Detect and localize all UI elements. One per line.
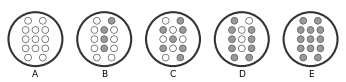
- Circle shape: [170, 27, 176, 33]
- Circle shape: [297, 36, 304, 43]
- Text: E: E: [308, 70, 313, 79]
- Circle shape: [93, 54, 100, 61]
- Circle shape: [42, 45, 49, 52]
- Circle shape: [25, 54, 31, 61]
- Text: A: A: [33, 70, 38, 79]
- Circle shape: [101, 45, 108, 52]
- Circle shape: [39, 54, 46, 61]
- Circle shape: [297, 45, 304, 52]
- Text: B: B: [101, 70, 107, 79]
- Circle shape: [170, 36, 176, 43]
- Circle shape: [101, 27, 108, 33]
- Circle shape: [231, 54, 238, 61]
- Circle shape: [91, 36, 98, 43]
- Circle shape: [180, 36, 186, 43]
- Circle shape: [108, 17, 115, 24]
- Circle shape: [146, 12, 200, 66]
- Circle shape: [246, 54, 253, 61]
- Circle shape: [317, 45, 324, 52]
- Circle shape: [300, 17, 307, 24]
- Circle shape: [32, 27, 39, 33]
- Circle shape: [111, 36, 117, 43]
- Circle shape: [111, 27, 117, 33]
- Circle shape: [284, 12, 338, 66]
- Circle shape: [162, 54, 169, 61]
- Circle shape: [297, 27, 304, 33]
- Circle shape: [25, 17, 31, 24]
- Circle shape: [108, 54, 115, 61]
- Circle shape: [32, 36, 39, 43]
- Circle shape: [315, 54, 321, 61]
- Circle shape: [177, 54, 184, 61]
- Circle shape: [238, 36, 245, 43]
- Circle shape: [111, 45, 117, 52]
- Circle shape: [32, 45, 39, 52]
- Circle shape: [229, 27, 235, 33]
- Circle shape: [307, 45, 314, 52]
- Circle shape: [22, 36, 29, 43]
- Text: C: C: [170, 70, 176, 79]
- Circle shape: [180, 45, 186, 52]
- Circle shape: [315, 17, 321, 24]
- Circle shape: [238, 27, 245, 33]
- Circle shape: [160, 36, 166, 43]
- Circle shape: [39, 17, 46, 24]
- Circle shape: [248, 27, 255, 33]
- Circle shape: [77, 12, 131, 66]
- Circle shape: [22, 45, 29, 52]
- Circle shape: [22, 27, 29, 33]
- Circle shape: [42, 36, 49, 43]
- Circle shape: [162, 17, 169, 24]
- Circle shape: [91, 27, 98, 33]
- Circle shape: [101, 36, 108, 43]
- Circle shape: [93, 17, 100, 24]
- Circle shape: [160, 27, 166, 33]
- Circle shape: [248, 45, 255, 52]
- Circle shape: [248, 36, 255, 43]
- Circle shape: [300, 54, 307, 61]
- Circle shape: [160, 45, 166, 52]
- Circle shape: [307, 36, 314, 43]
- Circle shape: [229, 45, 235, 52]
- Circle shape: [231, 17, 238, 24]
- Circle shape: [91, 45, 98, 52]
- Text: D: D: [238, 70, 245, 79]
- Circle shape: [229, 36, 235, 43]
- Circle shape: [317, 36, 324, 43]
- Circle shape: [42, 27, 49, 33]
- Circle shape: [238, 45, 245, 52]
- Circle shape: [177, 17, 184, 24]
- Circle shape: [8, 12, 62, 66]
- Circle shape: [246, 17, 253, 24]
- Circle shape: [307, 27, 314, 33]
- Circle shape: [215, 12, 269, 66]
- Circle shape: [180, 27, 186, 33]
- Circle shape: [317, 27, 324, 33]
- Circle shape: [170, 45, 176, 52]
